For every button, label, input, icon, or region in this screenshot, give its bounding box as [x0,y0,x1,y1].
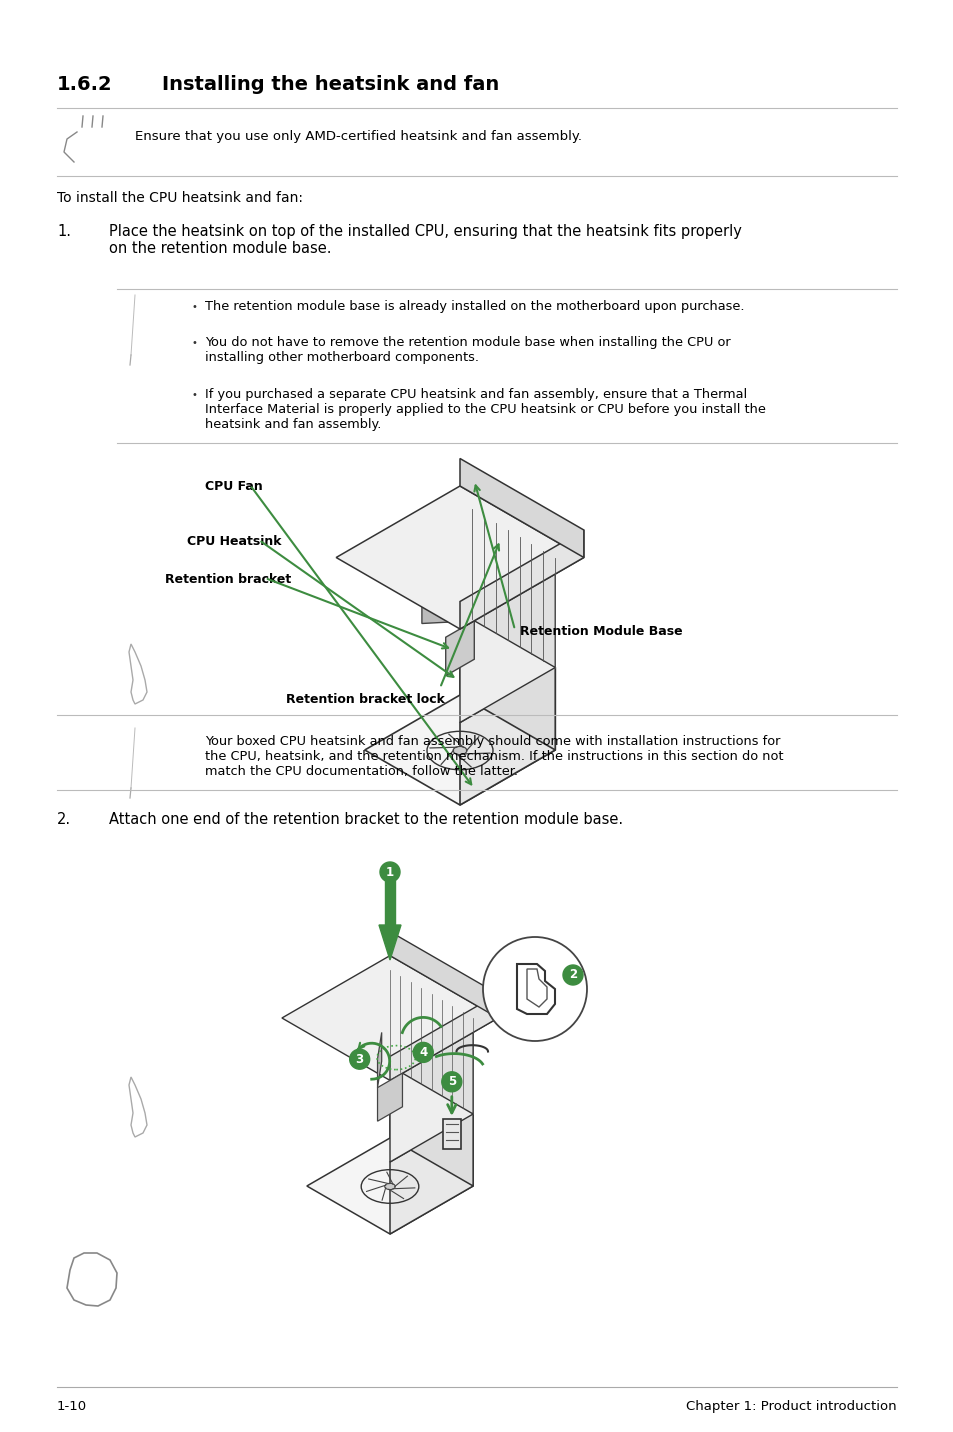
Polygon shape [459,667,555,805]
Polygon shape [442,1118,460,1148]
Text: 3: 3 [355,1053,363,1065]
Text: •: • [192,338,197,348]
Ellipse shape [453,746,466,755]
Text: CPU Fan: CPU Fan [205,480,262,493]
Text: Ensure that you use only AMD-certified heatsink and fan assembly.: Ensure that you use only AMD-certified h… [135,130,581,143]
Polygon shape [390,1114,473,1234]
Circle shape [562,965,582,985]
Polygon shape [459,613,555,750]
Polygon shape [390,1065,473,1186]
Polygon shape [378,925,400,959]
Text: •: • [192,302,197,312]
Text: Attach one end of the retention bracket to the retention module base.: Attach one end of the retention bracket … [109,812,622,828]
Text: 4: 4 [418,1045,427,1058]
Text: 5: 5 [447,1075,456,1088]
Polygon shape [307,1138,473,1234]
Text: 2.: 2. [57,812,71,828]
Text: Place the heatsink on top of the installed CPU, ensuring that the heatsink fits : Place the heatsink on top of the install… [109,223,741,256]
Text: The retention module base is already installed on the motherboard upon purchase.: The retention module base is already ins… [205,299,743,314]
Text: Chapter 1: Product introduction: Chapter 1: Product introduction [685,1400,896,1413]
Text: You do not have to remove the retention module base when installing the CPU or
i: You do not have to remove the retention … [205,337,730,364]
Polygon shape [335,485,583,629]
Circle shape [379,862,399,882]
Polygon shape [445,620,474,676]
Polygon shape [421,593,474,623]
Text: 2: 2 [568,968,577,981]
Polygon shape [390,969,473,1114]
Text: Retention bracket: Retention bracket [165,573,291,586]
Ellipse shape [384,1183,395,1190]
Circle shape [482,937,586,1041]
Text: Retention Module Base: Retention Module Base [519,624,682,639]
Circle shape [350,1050,370,1070]
Text: If you purchased a separate CPU heatsink and fan assembly, ensure that a Thermal: If you purchased a separate CPU heatsink… [205,388,765,431]
Text: 1.6.2: 1.6.2 [57,74,112,95]
Text: Installing the heatsink and fan: Installing the heatsink and fan [162,74,498,95]
Text: 1-10: 1-10 [57,1400,87,1413]
Polygon shape [390,932,497,1018]
Polygon shape [390,994,497,1080]
Circle shape [441,1071,461,1091]
Polygon shape [459,503,555,667]
Text: Retention bracket lock: Retention bracket lock [285,693,444,706]
Polygon shape [390,1018,473,1161]
Polygon shape [459,557,555,723]
Text: 1.: 1. [57,223,71,239]
Circle shape [413,1042,433,1063]
Polygon shape [459,458,583,557]
Polygon shape [282,955,497,1080]
Polygon shape [377,1073,402,1121]
Polygon shape [364,695,555,805]
Text: To install the CPU heatsink and fan:: To install the CPU heatsink and fan: [57,190,303,205]
Polygon shape [377,1032,381,1087]
Polygon shape [459,530,583,629]
Text: 1: 1 [386,865,394,878]
Text: •: • [192,390,197,400]
Polygon shape [493,538,507,586]
Text: Your boxed CPU heatsink and fan assembly should come with installation instructi: Your boxed CPU heatsink and fan assembly… [205,735,782,778]
Text: CPU Heatsink: CPU Heatsink [187,536,281,548]
